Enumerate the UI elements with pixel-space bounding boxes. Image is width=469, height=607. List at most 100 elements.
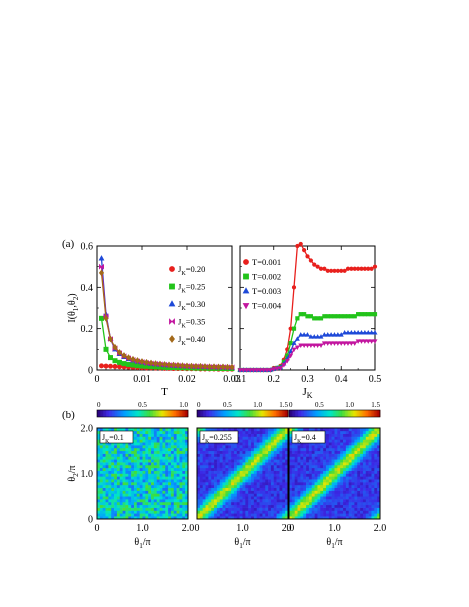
data-point	[365, 339, 371, 344]
heatmap-cell	[325, 442, 330, 446]
heatmap-cell	[114, 467, 118, 471]
heatmap-cell	[205, 476, 209, 480]
heatmap-cell	[276, 464, 280, 469]
heatmap-cell	[111, 464, 115, 469]
heatmap-cell	[199, 428, 203, 432]
heatmap-cell	[253, 493, 258, 497]
colorbar-segment	[127, 410, 130, 417]
data-point	[321, 341, 327, 346]
colorbar-segment	[112, 410, 114, 417]
heatmap-cell	[306, 467, 310, 471]
data-point	[301, 332, 307, 337]
data-point	[211, 363, 217, 371]
heatmap-cell	[294, 484, 298, 489]
heatmap-cell	[311, 501, 315, 506]
heatmap-cell	[99, 516, 103, 520]
heatmap-cell	[133, 428, 138, 432]
heatmap-cell	[125, 482, 129, 486]
heatmap-cell	[151, 473, 155, 477]
heatmap-cell	[156, 450, 160, 454]
heatmap-cell	[156, 510, 160, 514]
colorbar-segment	[360, 410, 363, 417]
heatmap-cell	[285, 467, 289, 471]
heatmap-cell	[311, 456, 315, 460]
heatmap-cell	[253, 459, 258, 463]
heatmap-cell	[208, 496, 212, 500]
heatmap-cell	[270, 484, 275, 489]
heatmap-cell	[308, 456, 313, 460]
heatmap-cell	[325, 453, 330, 457]
colorbar-segment	[169, 410, 172, 417]
heatmap-cell	[251, 442, 255, 446]
heatmap-cell	[165, 499, 169, 503]
heatmap-cell	[239, 499, 243, 503]
heatmap-cell	[199, 445, 203, 449]
heatmap-cell	[357, 507, 361, 511]
heatmap-cell	[239, 479, 243, 483]
heatmap-cell	[337, 450, 341, 454]
heatmap-cell	[151, 513, 155, 517]
heatmap-cell	[354, 430, 358, 434]
heatmap-cell	[225, 482, 229, 486]
heatmap-cell	[337, 462, 341, 466]
data-point	[139, 358, 145, 365]
heatmap-cell	[116, 504, 121, 508]
heatmap-cell	[248, 496, 252, 500]
heatmap-cell	[368, 507, 372, 511]
heatmap-cell	[323, 442, 327, 446]
heatmap-cell	[371, 459, 375, 463]
colorbar-segment	[266, 410, 269, 417]
heatmap-cell	[365, 476, 369, 480]
heatmap-cell	[337, 504, 341, 508]
heatmap-cell	[139, 496, 143, 500]
colorbar-segment	[134, 410, 137, 417]
heatmap-cell	[251, 490, 255, 494]
heatmap-cell	[119, 428, 123, 432]
heatmap-cell	[202, 453, 206, 457]
heatmap-cell	[99, 447, 103, 452]
data-point	[332, 332, 337, 337]
heatmap-cell	[325, 464, 330, 469]
heatmap-cell	[268, 442, 272, 446]
heatmap-cell	[136, 470, 140, 474]
heatmap-cell	[108, 493, 112, 497]
data-point	[312, 316, 317, 321]
heatmap-cell	[320, 428, 324, 432]
heatmap-cell	[337, 482, 341, 486]
heatmap-cell	[179, 433, 183, 437]
heatmap-cell	[170, 462, 175, 466]
heatmap-cell	[325, 473, 330, 477]
heatmap-cell	[179, 484, 183, 489]
heatmap-cell	[228, 499, 232, 503]
heatmap-cell	[345, 459, 350, 463]
heatmap-cell	[368, 445, 372, 449]
heatmap-cell	[323, 493, 327, 497]
heatmap-cell	[211, 507, 215, 511]
heatmap-cell	[165, 450, 169, 454]
heatmap-cell	[216, 470, 221, 474]
heatmap-cell	[297, 484, 301, 489]
heatmap-cell	[334, 439, 338, 443]
heatmap-cell	[185, 493, 189, 497]
data-point	[224, 363, 231, 371]
heatmap-cell	[236, 439, 240, 443]
panel-label-a: (a)	[62, 238, 75, 250]
heatmap-cell	[371, 510, 375, 514]
heatmap-cell	[148, 504, 152, 508]
heatmap-cell	[136, 453, 140, 457]
colorbar-segment	[128, 410, 131, 417]
heatmap-cell	[354, 479, 358, 483]
heatmap-cell	[256, 482, 260, 486]
heatmap-cell	[331, 447, 335, 452]
data-point	[166, 361, 172, 369]
heatmap-cell	[320, 484, 324, 489]
heatmap-cell	[136, 513, 140, 517]
heatmap-cell	[273, 479, 277, 483]
heatmap-cell	[245, 493, 249, 497]
data-point	[197, 362, 204, 370]
heatmap-cell	[343, 433, 347, 437]
heatmap-cell	[348, 453, 352, 457]
heatmap-cell	[159, 504, 163, 508]
heatmap-cell	[297, 467, 301, 471]
heatmap-cell	[211, 442, 215, 446]
